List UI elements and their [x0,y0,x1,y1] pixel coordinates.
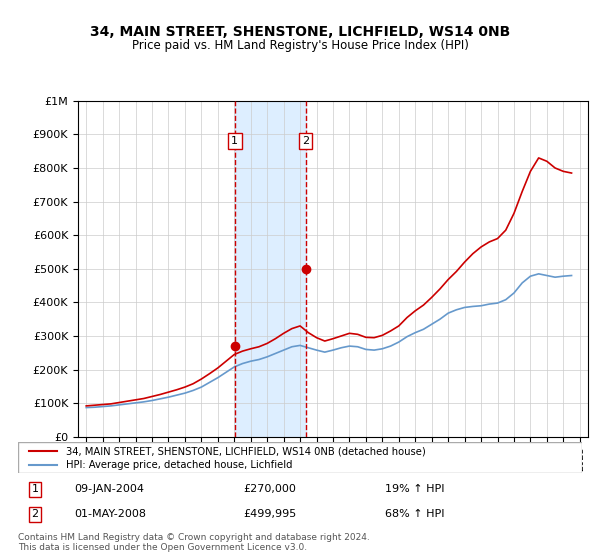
Text: 1: 1 [31,484,38,494]
Text: £499,995: £499,995 [244,509,297,519]
Text: 1: 1 [231,136,238,146]
Text: This data is licensed under the Open Government Licence v3.0.: This data is licensed under the Open Gov… [18,543,307,552]
Text: 68% ↑ HPI: 68% ↑ HPI [385,509,444,519]
Text: 19% ↑ HPI: 19% ↑ HPI [385,484,444,494]
Text: HPI: Average price, detached house, Lichfield: HPI: Average price, detached house, Lich… [66,460,292,470]
Text: 34, MAIN STREET, SHENSTONE, LICHFIELD, WS14 0NB (detached house): 34, MAIN STREET, SHENSTONE, LICHFIELD, W… [66,446,425,456]
Bar [235,101,305,437]
FancyBboxPatch shape [18,442,582,473]
Text: 2: 2 [31,509,38,519]
Text: 09-JAN-2004: 09-JAN-2004 [74,484,145,494]
Text: 01-MAY-2008: 01-MAY-2008 [74,509,146,519]
Text: Price paid vs. HM Land Registry's House Price Index (HPI): Price paid vs. HM Land Registry's House … [131,39,469,52]
Text: £270,000: £270,000 [244,484,296,494]
Text: 34, MAIN STREET, SHENSTONE, LICHFIELD, WS14 0NB: 34, MAIN STREET, SHENSTONE, LICHFIELD, W… [90,25,510,39]
Text: 2: 2 [302,136,309,146]
Text: Contains HM Land Registry data © Crown copyright and database right 2024.: Contains HM Land Registry data © Crown c… [18,533,370,542]
